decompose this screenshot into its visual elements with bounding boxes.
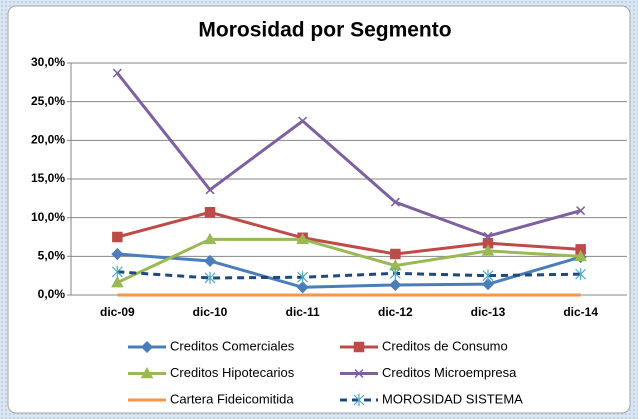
y-tick-label: 30,0% [31,55,65,69]
series-line [116,72,582,238]
point [390,197,400,207]
point [481,278,495,291]
legend-marker [140,366,154,379]
point [111,265,123,278]
point [296,232,309,245]
legend-label: MOROSIDAD SISTEMA [382,391,523,406]
series-line [117,252,582,289]
legend-label: Creditos Comerciales [170,338,295,353]
chart-frame [7,5,631,414]
point [482,269,494,282]
point [575,268,587,281]
point [297,271,309,284]
y-tick-label: 20,0% [31,133,65,147]
x-tick-label: dic-11 [286,305,320,319]
legend-marker [354,368,364,379]
legend-label: Cartera Fideicomitida [170,391,294,406]
series-line [117,270,581,280]
legend-marker [353,394,365,406]
y-tick-label: 15,0% [31,171,65,185]
point [389,267,401,280]
point [204,207,216,218]
point [298,116,308,126]
series-line [116,237,581,284]
point [112,231,123,243]
x-tick-label: dic-13 [471,305,506,319]
point [483,231,493,241]
point [296,281,309,294]
point [389,278,402,292]
point [203,232,217,245]
point [481,244,495,256]
point [203,254,217,268]
chart-title: Morosidad por Segmento [198,19,451,42]
legend-label: Creditos de Consumo [382,338,508,353]
point [112,68,122,78]
legend-label: Creditos Hipotecarios [170,365,295,380]
x-tick-label: dic-12 [378,305,413,319]
x-tick-label: dic-09 [100,305,135,319]
point [574,249,587,262]
point [205,185,215,195]
x-tick-label: dic-10 [193,305,228,319]
point [390,248,401,260]
legend-marker [353,341,365,353]
series-line [116,210,581,256]
legend-label: Creditos Microempresa [382,365,517,380]
y-tick-label: 0,0% [38,287,66,301]
point [576,206,586,216]
x-tick-label: dic-14 [563,305,598,319]
y-tick-label: 25,0% [31,94,65,108]
point [204,271,216,284]
point [111,276,124,288]
legend-marker [140,340,154,354]
point [111,247,124,261]
y-tick-label: 10,0% [31,210,65,224]
y-tick-label: 5,0% [38,249,66,263]
